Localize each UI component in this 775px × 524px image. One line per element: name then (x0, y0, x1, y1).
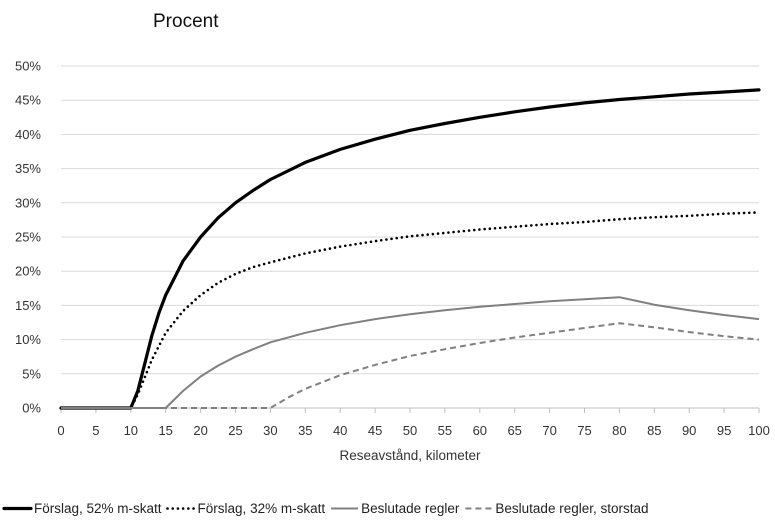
x-tick-label: 55 (438, 423, 452, 438)
y-axis-ticks: 0% 5% 10% 15% 20% 25% 30% 35% 40% 45% 50% (15, 59, 41, 416)
y-tick-label: 0% (22, 401, 41, 416)
y-tick-label: 5% (22, 366, 41, 381)
y-tick-label: 30% (15, 195, 41, 210)
x-tick-label: 45 (368, 423, 382, 438)
chart-title: Procent (153, 11, 219, 32)
x-tick-label: 35 (298, 423, 312, 438)
series-line-4 (61, 323, 759, 408)
y-tick-label: 40% (15, 127, 41, 142)
x-tick-label: 30 (263, 423, 277, 438)
legend-label: Förslag, 52% m-skatt (34, 501, 162, 516)
x-tick-label: 25 (228, 423, 242, 438)
x-tick-label: 75 (577, 423, 591, 438)
series-line-3 (61, 297, 759, 408)
series-line-2 (61, 212, 759, 408)
x-tick-label: 90 (682, 423, 696, 438)
y-tick-label: 45% (15, 93, 41, 108)
x-tick-label: 65 (507, 423, 521, 438)
y-tick-label: 20% (15, 264, 41, 279)
y-tick-label: 50% (15, 59, 41, 74)
x-tick-label: 10 (124, 423, 138, 438)
x-tick-label: 5 (92, 423, 99, 438)
legend: Förslag, 52% m-skatt Förslag, 32% m-skatt… (4, 501, 649, 516)
legend-label: Förslag, 32% m-skatt (198, 501, 326, 516)
legend-item: Förslag, 52% m-skatt (4, 501, 162, 516)
legend-label: Beslutade regler, storstad (495, 501, 648, 516)
y-tick-label: 10% (15, 332, 41, 347)
x-tick-label: 40 (333, 423, 347, 438)
x-tick-label: 95 (717, 423, 731, 438)
y-tick-label: 15% (15, 298, 41, 313)
y-tick-label: 35% (15, 161, 41, 176)
x-axis: 0 5 10 15 20 25 30 35 40 45 50 55 60 65 70 75 80 85 90 95 10… (57, 408, 769, 438)
x-tick-label: 60 (473, 423, 487, 438)
x-tick-label: 80 (612, 423, 626, 438)
x-axis-title: Reseavstånd, kilometer (339, 448, 481, 463)
legend-item: Förslag, 32% m-skatt (168, 501, 326, 516)
x-tick-label: 85 (647, 423, 661, 438)
grid (61, 66, 759, 374)
x-tick-label: 70 (542, 423, 556, 438)
x-tick-label: 50 (403, 423, 417, 438)
series-lines (61, 90, 759, 408)
y-tick-label: 25% (15, 230, 41, 245)
x-tick-label: 15 (158, 423, 172, 438)
legend-item: Beslutade regler (331, 501, 460, 516)
x-tick-label: 0 (57, 423, 64, 438)
series-line-1 (61, 90, 759, 408)
legend-label: Beslutade regler (361, 501, 460, 516)
x-tick-label: 20 (193, 423, 207, 438)
x-tick-label: 100 (748, 423, 770, 438)
legend-item: Beslutade regler, storstad (465, 501, 648, 516)
